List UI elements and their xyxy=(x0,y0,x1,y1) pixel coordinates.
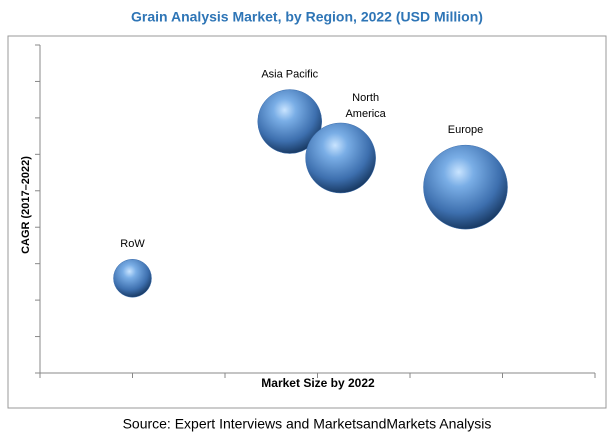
plot-frame xyxy=(7,35,607,409)
bubble xyxy=(113,258,152,298)
bubble-label: North America xyxy=(345,92,386,120)
y-axis-label: CAGR (2017–2022) xyxy=(20,156,32,254)
bubble-label: Europe xyxy=(448,124,483,136)
chart-title: Grain Analysis Market, by Region, 2022 (… xyxy=(131,9,483,25)
source-note: Source: Expert Interviews and Marketsand… xyxy=(123,416,492,432)
bubble-label: Asia Pacific xyxy=(261,68,318,80)
bubble xyxy=(257,89,322,154)
x-axis-label: Market Size by 2022 xyxy=(261,376,375,390)
bubble xyxy=(423,144,508,230)
bubble-label: RoW xyxy=(120,238,145,250)
bubble xyxy=(305,122,376,194)
